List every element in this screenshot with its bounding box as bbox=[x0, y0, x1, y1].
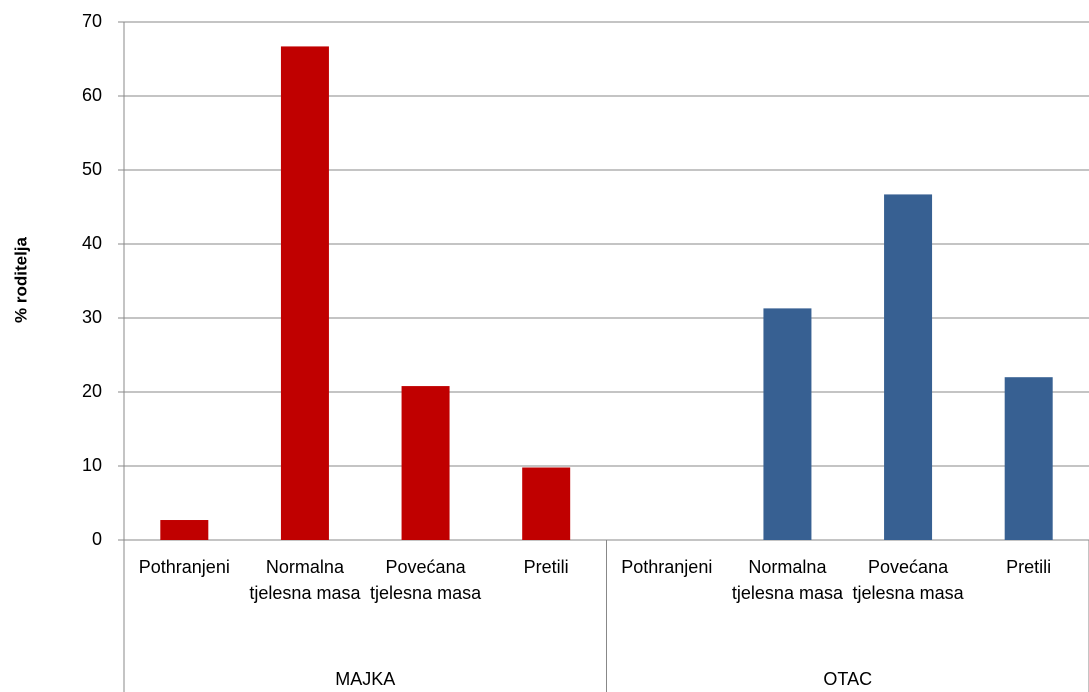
x-tick-label: Pretili bbox=[1006, 557, 1052, 577]
y-tick-label: 70 bbox=[82, 11, 102, 31]
bar bbox=[280, 46, 329, 541]
bar bbox=[401, 386, 450, 540]
y-tick-label: 50 bbox=[82, 159, 102, 179]
x-tick-label: Pothranjeni bbox=[621, 557, 713, 577]
x-tick-label: Normalna tjelesna masa bbox=[731, 557, 843, 603]
y-axis-label: % roditelja bbox=[11, 236, 30, 323]
bar bbox=[763, 308, 812, 540]
x-tick-label: Normalna tjelesna masa bbox=[249, 557, 361, 603]
y-tick-label: 40 bbox=[82, 233, 102, 253]
bar bbox=[884, 194, 933, 541]
group-label: MAJKA bbox=[335, 669, 395, 689]
y-tick-label: 10 bbox=[82, 455, 102, 475]
y-tick-label: 20 bbox=[82, 381, 102, 401]
x-tick-label: Povećana tjelesna masa bbox=[370, 557, 482, 603]
group-label: OTAC bbox=[823, 669, 872, 689]
y-tick-label: 30 bbox=[82, 307, 102, 327]
x-tick-label: Pretili bbox=[523, 557, 569, 577]
x-tick-label: Pothranjeni bbox=[138, 557, 230, 577]
bar bbox=[1004, 377, 1053, 540]
x-tick-label: Povećana tjelesna masa bbox=[852, 557, 964, 603]
y-tick-label: 0 bbox=[92, 529, 102, 549]
bar bbox=[522, 467, 571, 540]
bar bbox=[160, 520, 209, 540]
y-tick-label: 60 bbox=[82, 85, 102, 105]
